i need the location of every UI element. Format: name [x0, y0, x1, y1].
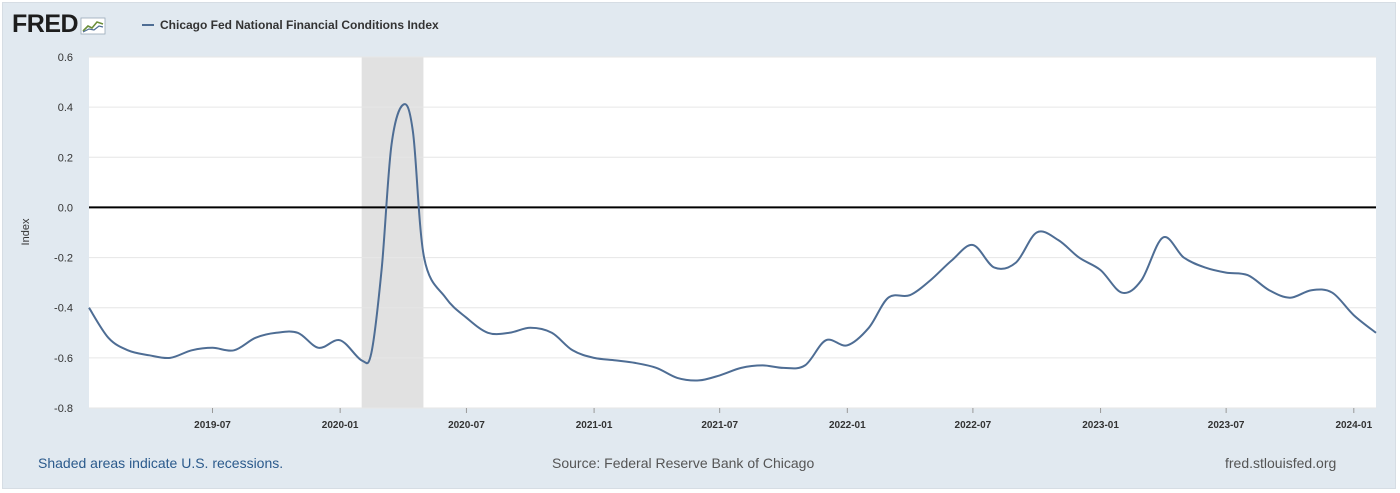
x-tick-label: 2020-07: [448, 420, 485, 431]
x-tick-label: 2024-01: [1335, 420, 1372, 431]
x-tick-labels: 2019-07 2020-01 2020-07 2021-01 2021-07 2022-…: [194, 408, 1373, 431]
y-tick-label: 0.4: [58, 102, 73, 114]
chart-legend: Chicago Fed National Financial Condition…: [142, 18, 439, 32]
plot-area: [89, 57, 1376, 408]
y-tick-label: -0.6: [54, 353, 73, 365]
x-tick-label: 2022-07: [955, 420, 992, 431]
x-tick-label: 2019-07: [194, 420, 231, 431]
legend-swatch: [142, 24, 154, 26]
source-note: Source: Federal Reserve Bank of Chicago: [552, 455, 815, 471]
y-tick-label: -0.4: [54, 303, 73, 315]
x-tick-label: 2021-07: [701, 420, 738, 431]
y-tick-labels: 0.6 0.4 0.2 0.0 -0.2 -0.4 -0.6 -0.8: [54, 52, 73, 415]
recession-note: Shaded areas indicate U.S. recessions.: [38, 455, 284, 471]
y-tick-label: 0.2: [58, 152, 73, 164]
chart-line-icon: [80, 17, 106, 34]
x-tick-label: 2023-01: [1082, 420, 1119, 431]
x-tick-label: 2021-01: [576, 420, 613, 431]
y-tick-label: 0.0: [58, 202, 73, 214]
y-tick-label: 0.6: [58, 52, 73, 64]
y-tick-label: -0.2: [54, 253, 73, 265]
fred-logo[interactable]: FRED: [12, 12, 106, 37]
logo-text: FRED: [12, 10, 79, 38]
y-axis-label: Index: [20, 218, 32, 245]
legend-label: Chicago Fed National Financial Condition…: [160, 18, 439, 32]
x-tick-label: 2020-01: [322, 420, 359, 431]
series-layer: [88, 103, 1377, 382]
series-line: [88, 103, 1377, 382]
x-tick-label: 2022-01: [829, 420, 866, 431]
y-tick-label: -0.8: [54, 403, 73, 415]
grid-lines: [89, 56, 1376, 409]
x-tick-label: 2023-07: [1208, 420, 1245, 431]
site-link[interactable]: fred.stlouisfed.org: [1225, 455, 1337, 471]
